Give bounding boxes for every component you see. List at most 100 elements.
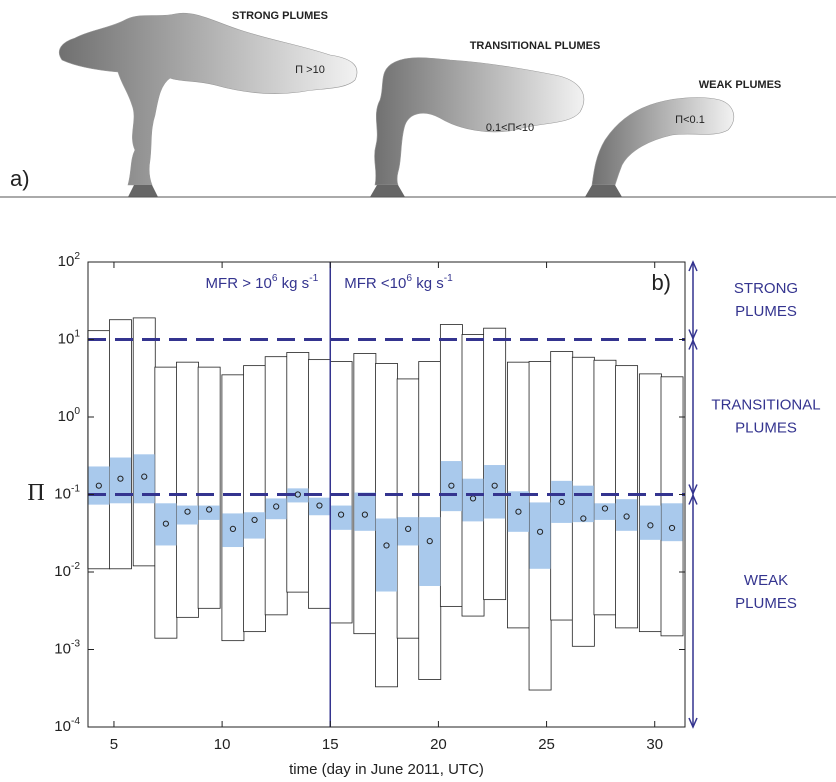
arrow-head	[688, 493, 698, 505]
x-tick-label: 10	[214, 736, 231, 753]
median-point	[294, 491, 301, 498]
illustration: STRONG PLUMES Π >10 TRANSITIONAL PLUMES …	[0, 10, 836, 198]
arrow-head	[688, 260, 698, 272]
region-label: PLUMES	[735, 595, 797, 612]
quartile-box	[198, 505, 220, 520]
range-box	[264, 356, 288, 616]
arrow-head	[688, 329, 698, 341]
volcano	[370, 185, 405, 197]
quartile-box	[308, 497, 330, 516]
arrow-head	[688, 717, 698, 729]
range-box	[615, 365, 639, 629]
y-axis-label: Π	[27, 480, 44, 506]
panel-label: b)	[651, 270, 671, 295]
region-label: PLUMES	[735, 419, 797, 436]
plume-condition: Π >10	[295, 64, 325, 76]
plume-title: WEAK PLUMES	[699, 79, 782, 91]
quartile-box	[529, 502, 551, 569]
median-point	[162, 520, 169, 527]
range-box	[308, 359, 331, 609]
quartile-box	[176, 505, 199, 525]
median-point	[558, 498, 565, 506]
region-label: PLUMES	[735, 303, 797, 320]
plume-title: STRONG PLUMES	[232, 10, 328, 22]
quartile-box	[222, 513, 244, 548]
range-box	[109, 319, 132, 570]
quartile-box	[661, 503, 683, 542]
y-tick-label: 10-3	[54, 639, 80, 658]
range-box	[638, 373, 662, 633]
range-box	[132, 317, 156, 567]
plume-title: TRANSITIONAL PLUMES	[470, 40, 601, 52]
median-point	[448, 482, 455, 489]
median-point	[580, 515, 587, 522]
quartile-box	[572, 485, 594, 523]
y-tick-label: 10-1	[54, 484, 80, 503]
annotation: MFR > 106 kg s-1	[206, 273, 319, 292]
median-point	[668, 524, 676, 532]
y-tick-label: 10-2	[54, 561, 80, 580]
quartile-box	[616, 499, 638, 531]
y-tick-label: 101	[58, 329, 81, 348]
x-tick-label: 15	[322, 736, 339, 753]
median-point	[405, 525, 412, 532]
range-box	[286, 352, 310, 593]
median-point	[536, 528, 544, 535]
region-label: TRANSITIONAL	[711, 396, 820, 413]
region-label: STRONG	[734, 280, 798, 297]
quartile-box	[287, 488, 309, 503]
median-point	[491, 482, 498, 489]
median-point	[337, 511, 345, 518]
quartile-box	[155, 503, 177, 546]
x-axis-label: time (day in June 2011, UTC)	[289, 761, 484, 778]
median-point	[647, 522, 654, 529]
range-box	[329, 361, 353, 624]
arrow-head	[688, 484, 698, 496]
median-point	[316, 502, 323, 509]
quartile-box	[462, 478, 484, 522]
panel-label: a)	[10, 166, 30, 191]
y-tick-label: 102	[58, 251, 81, 270]
volcano	[585, 185, 622, 197]
quartile-box	[594, 503, 616, 520]
range-box	[197, 366, 221, 609]
annotation: MFR <106 kg s-1	[344, 273, 453, 292]
median-point	[383, 542, 390, 549]
quartile-box	[109, 457, 131, 504]
median-point	[361, 511, 368, 518]
median-point	[184, 508, 191, 515]
range-box	[243, 365, 266, 633]
range-box	[483, 327, 507, 601]
plume-condition: 0.1<Π<10	[486, 122, 534, 134]
quartile-box	[419, 517, 441, 586]
median-point	[251, 516, 258, 524]
quartile-box	[507, 491, 529, 532]
median-point	[117, 475, 124, 482]
median-point	[95, 482, 102, 489]
x-tick-label: 20	[430, 736, 447, 753]
x-tick-label: 30	[646, 736, 663, 753]
quartile-box	[551, 480, 573, 523]
median-point	[229, 525, 237, 532]
median-point	[623, 513, 630, 520]
range-box	[176, 361, 199, 618]
median-point	[601, 505, 609, 512]
range-box	[396, 378, 420, 639]
quartile-box	[484, 465, 506, 519]
transitional-plume	[374, 57, 585, 186]
x-tick-label: 25	[538, 736, 555, 753]
y-tick-label: 10-4	[54, 716, 80, 735]
strong-plume	[58, 12, 358, 186]
quartile-box	[440, 461, 462, 512]
quartile-box	[375, 518, 398, 592]
median-point	[426, 538, 433, 545]
x-tick-label: 5	[110, 736, 118, 753]
median-point	[206, 506, 213, 513]
quartile-box	[244, 512, 266, 539]
range-box	[461, 334, 485, 617]
arrow-head	[688, 338, 698, 350]
median-point	[515, 508, 522, 515]
volcano	[128, 185, 158, 197]
plume-condition: Π<0.1	[675, 114, 705, 126]
